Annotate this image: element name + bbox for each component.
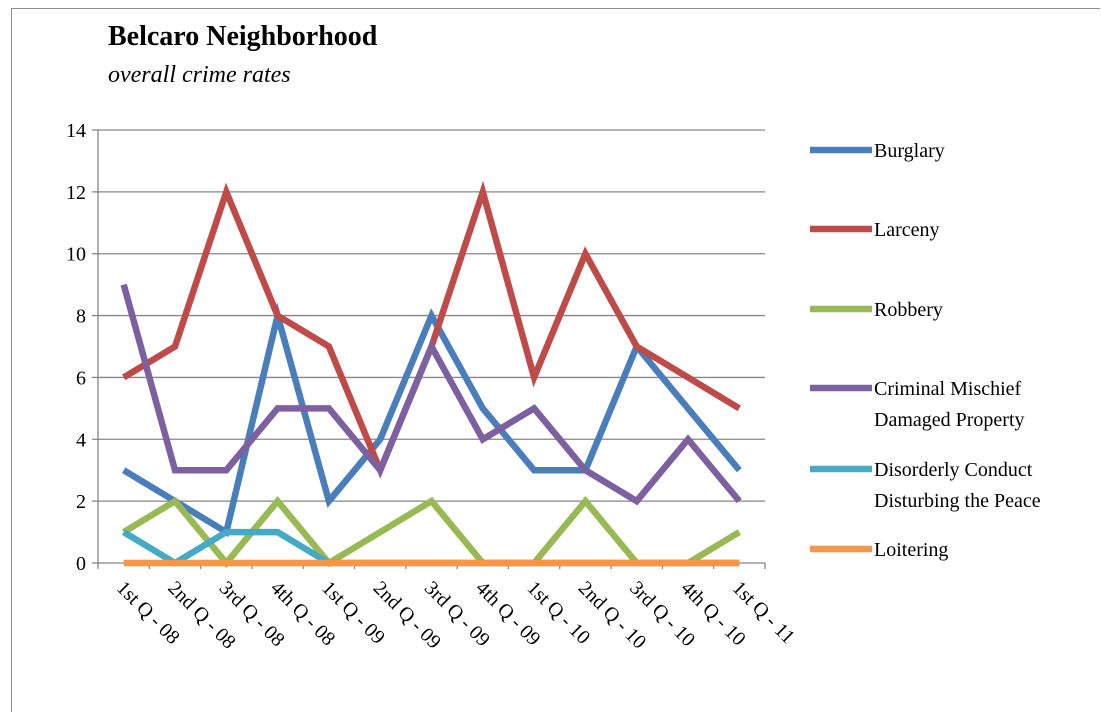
legend-label: Disorderly Conduct Disturbing the Peace <box>874 459 1041 512</box>
legend-label: Criminal Mischief Damaged Property <box>874 378 1025 431</box>
y-tick-label: 0 <box>76 553 86 575</box>
y-tick-label: 6 <box>76 367 86 389</box>
y-tick-label: 14 <box>66 120 86 142</box>
legend-label: Robbery <box>874 299 943 321</box>
legend-label: Loitering <box>874 539 948 561</box>
y-tick-label: 12 <box>66 182 86 204</box>
chart-subtitle: overall crime rates <box>108 62 291 88</box>
chart-title: Belcaro Neighborhood <box>108 21 378 52</box>
series-line-larceny <box>122 180 741 479</box>
legend: Burglary Larceny Robbery Criminal Mischief D… <box>810 140 1041 561</box>
y-tick-labels: 0 2 4 6 8 10 12 14 <box>66 120 86 575</box>
chart-frame <box>11 8 1100 712</box>
y-tick-label: 8 <box>76 306 86 328</box>
series-line-criminal-mischief-damaged-property <box>120 283 742 506</box>
series-line-robbery <box>122 496 741 569</box>
legend-label: Burglary <box>874 140 945 162</box>
y-tick-label: 4 <box>76 429 86 451</box>
series-lines <box>120 180 742 569</box>
legend-label: Larceny <box>874 219 940 241</box>
y-tick-label: 10 <box>66 244 86 266</box>
y-tick-label: 2 <box>76 491 86 513</box>
